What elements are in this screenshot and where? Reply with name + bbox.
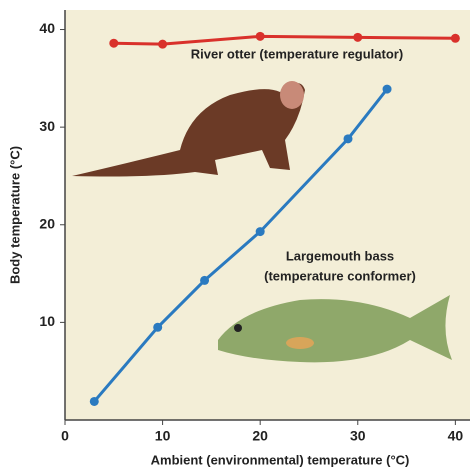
data-point xyxy=(383,85,392,94)
x-tick-label: 30 xyxy=(350,428,366,444)
y-tick-label: 20 xyxy=(39,215,55,231)
x-tick-label: 0 xyxy=(61,428,69,444)
data-point xyxy=(256,32,265,41)
data-point xyxy=(153,323,162,332)
annotation: Largemouth bass xyxy=(286,248,394,263)
x-axis-label: Ambient (environmental) temperature (°C) xyxy=(151,452,410,467)
y-tick-label: 30 xyxy=(39,118,55,134)
x-tick-label: 10 xyxy=(155,428,171,444)
data-point xyxy=(256,227,265,236)
data-point xyxy=(451,34,460,43)
data-point xyxy=(90,397,99,406)
data-point xyxy=(353,33,362,42)
data-point xyxy=(344,134,353,143)
annotation: (temperature conformer) xyxy=(264,268,416,283)
y-tick-label: 10 xyxy=(39,313,55,329)
data-point xyxy=(200,276,209,285)
x-tick-label: 40 xyxy=(448,428,464,444)
y-tick-label: 40 xyxy=(39,20,55,36)
chart: Ambient (environmental) temperature (°C)… xyxy=(0,0,472,471)
data-point xyxy=(158,40,167,49)
x-tick-label: 20 xyxy=(252,428,268,444)
annotation: River otter (temperature regulator) xyxy=(191,46,403,61)
y-axis-label: Body temperature (°C) xyxy=(7,146,22,284)
data-point xyxy=(109,39,118,48)
